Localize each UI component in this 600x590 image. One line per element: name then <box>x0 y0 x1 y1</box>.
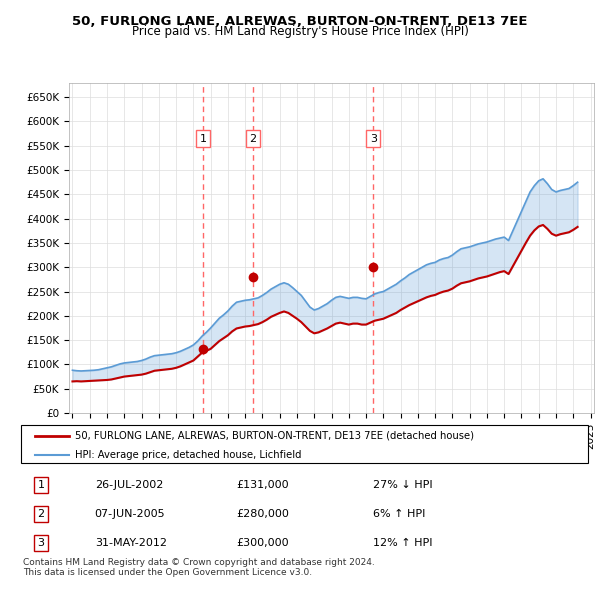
Text: This data is licensed under the Open Government Licence v3.0.: This data is licensed under the Open Gov… <box>23 568 312 576</box>
Text: 1: 1 <box>37 480 44 490</box>
Text: 26-JUL-2002: 26-JUL-2002 <box>95 480 163 490</box>
Text: 3: 3 <box>37 538 44 548</box>
Text: 27% ↓ HPI: 27% ↓ HPI <box>373 480 432 490</box>
Text: Price paid vs. HM Land Registry's House Price Index (HPI): Price paid vs. HM Land Registry's House … <box>131 25 469 38</box>
Text: 50, FURLONG LANE, ALREWAS, BURTON-ON-TRENT, DE13 7EE (detached house): 50, FURLONG LANE, ALREWAS, BURTON-ON-TRE… <box>75 431 474 441</box>
Text: 07-JUN-2005: 07-JUN-2005 <box>95 509 166 519</box>
Text: £131,000: £131,000 <box>236 480 289 490</box>
Text: Contains HM Land Registry data © Crown copyright and database right 2024.: Contains HM Land Registry data © Crown c… <box>23 558 374 566</box>
Text: 2: 2 <box>37 509 44 519</box>
FancyBboxPatch shape <box>21 425 588 463</box>
Text: 12% ↑ HPI: 12% ↑ HPI <box>373 538 432 548</box>
Text: 3: 3 <box>370 134 377 144</box>
Text: 31-MAY-2012: 31-MAY-2012 <box>95 538 167 548</box>
Text: 1: 1 <box>200 134 206 144</box>
Text: HPI: Average price, detached house, Lichfield: HPI: Average price, detached house, Lich… <box>75 450 301 460</box>
Text: £300,000: £300,000 <box>236 538 289 548</box>
Text: 50, FURLONG LANE, ALREWAS, BURTON-ON-TRENT, DE13 7EE: 50, FURLONG LANE, ALREWAS, BURTON-ON-TRE… <box>72 15 528 28</box>
Text: 2: 2 <box>249 134 256 144</box>
Text: £280,000: £280,000 <box>236 509 289 519</box>
Text: 6% ↑ HPI: 6% ↑ HPI <box>373 509 425 519</box>
